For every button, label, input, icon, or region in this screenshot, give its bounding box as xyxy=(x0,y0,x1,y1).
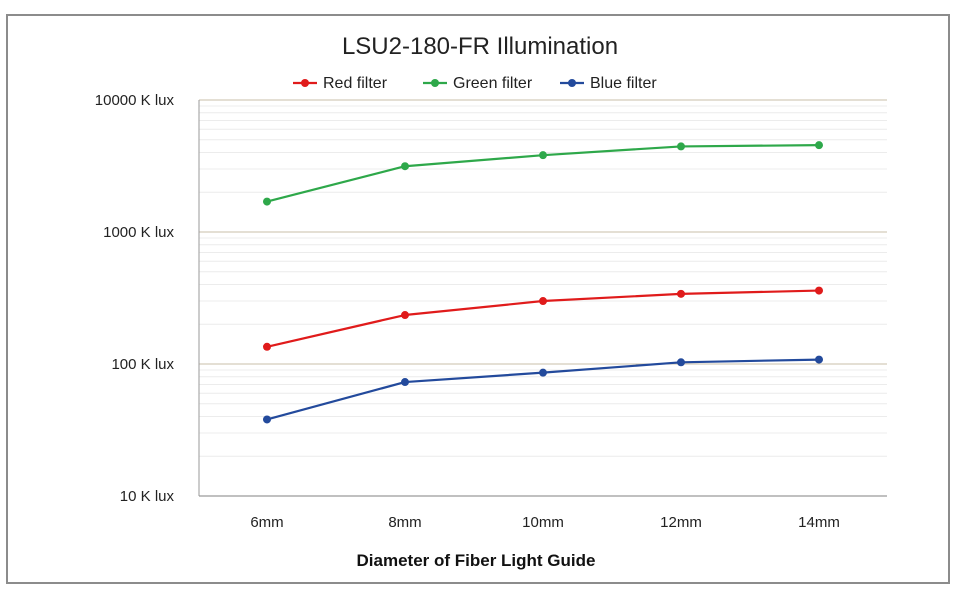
chart-frame xyxy=(6,14,950,584)
series-line-blue-filter xyxy=(266,358,820,421)
data-point-red-filter xyxy=(539,297,547,306)
y-tick-label: 1000 K lux xyxy=(103,224,174,241)
legend-label: Green filter xyxy=(453,75,533,92)
data-point-blue-filter xyxy=(263,415,271,424)
axes xyxy=(198,100,887,497)
chart-title: LSU2-180-FR Illumination xyxy=(342,33,618,60)
legend-swatch-marker xyxy=(431,79,439,87)
series-lines xyxy=(266,144,820,421)
legend: Red filter Green filter Blue filter xyxy=(293,75,657,92)
data-point-blue-filter xyxy=(539,368,547,377)
y-axis-ticks: 10 K lux 100 K lux 1000 K lux 10000 K lux xyxy=(95,92,175,505)
data-point-red-filter xyxy=(401,311,409,320)
data-point-red-filter xyxy=(677,289,685,298)
data-point-green-filter xyxy=(815,141,823,150)
x-tick-label: 8mm xyxy=(388,514,421,531)
data-point-blue-filter xyxy=(815,355,823,364)
data-point-red-filter xyxy=(263,342,271,351)
legend-item-red-filter: Red filter xyxy=(293,75,388,92)
data-point-green-filter xyxy=(677,142,685,151)
data-point-green-filter xyxy=(263,197,271,206)
legend-swatch-marker xyxy=(568,79,576,87)
y-tick-label: 10 K lux xyxy=(120,488,175,505)
y-tick-label: 10000 K lux xyxy=(95,92,175,109)
y-tick-label: 100 K lux xyxy=(111,356,174,373)
x-tick-label: 14mm xyxy=(798,514,840,531)
legend-item-green-filter: Green filter xyxy=(423,75,533,92)
legend-label: Red filter xyxy=(323,75,388,92)
series-points xyxy=(263,141,823,424)
legend-label: Blue filter xyxy=(590,75,657,92)
data-point-green-filter xyxy=(401,162,409,171)
legend-item-blue-filter: Blue filter xyxy=(560,75,657,92)
gridlines xyxy=(199,99,887,457)
x-tick-label: 6mm xyxy=(250,514,283,531)
data-point-blue-filter xyxy=(677,358,685,367)
x-axis-ticks: 6mm 8mm 10mm 12mm 14mm xyxy=(250,514,840,531)
data-point-red-filter xyxy=(815,286,823,295)
data-point-green-filter xyxy=(539,151,547,160)
data-point-blue-filter xyxy=(401,378,409,387)
x-tick-label: 10mm xyxy=(522,514,564,531)
legend-swatch-marker xyxy=(301,79,309,87)
x-tick-label: 12mm xyxy=(660,514,702,531)
x-axis-label: Diameter of Fiber Light Guide xyxy=(357,551,596,570)
